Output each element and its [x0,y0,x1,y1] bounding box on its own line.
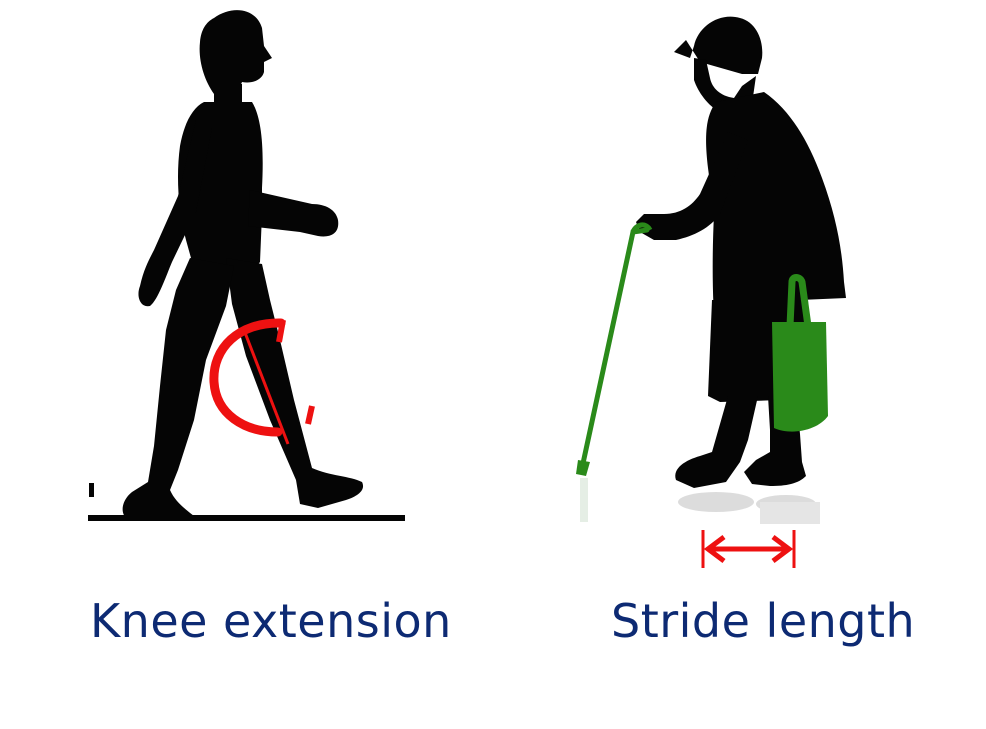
caption-stride-length: Stride length [611,594,916,648]
caption-knee-extension: Knee extension [90,594,452,648]
woman-back-leg [675,396,758,488]
shopping-bag [772,274,828,432]
woman-hat [674,16,763,74]
man-back-leg [226,258,364,508]
walking-man-figure [88,10,405,521]
knee-angle-marker [209,318,315,445]
bag-body [772,322,828,432]
woman-arm [636,132,748,240]
cane-tip [576,460,590,476]
stride-length-marker [701,530,796,568]
walking-cane [576,222,653,476]
ground-line [88,515,405,521]
cane-shaft [579,227,650,471]
man-front-leg [122,258,234,518]
man-back-arm [248,190,339,237]
stride-arrowhead-right [771,535,794,563]
ground-tick [89,483,94,497]
knee-angle-arc [209,318,286,437]
stride-arrowhead-left [703,535,726,563]
bag-handle [786,274,812,327]
man-front-arm [138,120,212,307]
man-head [199,10,272,94]
knee-shin-axis [242,329,290,445]
knee-angle-tick-upper [276,319,286,343]
cane-handle [630,222,653,234]
woman-reflection [580,478,820,524]
knee-angle-tick-lower [305,405,315,425]
